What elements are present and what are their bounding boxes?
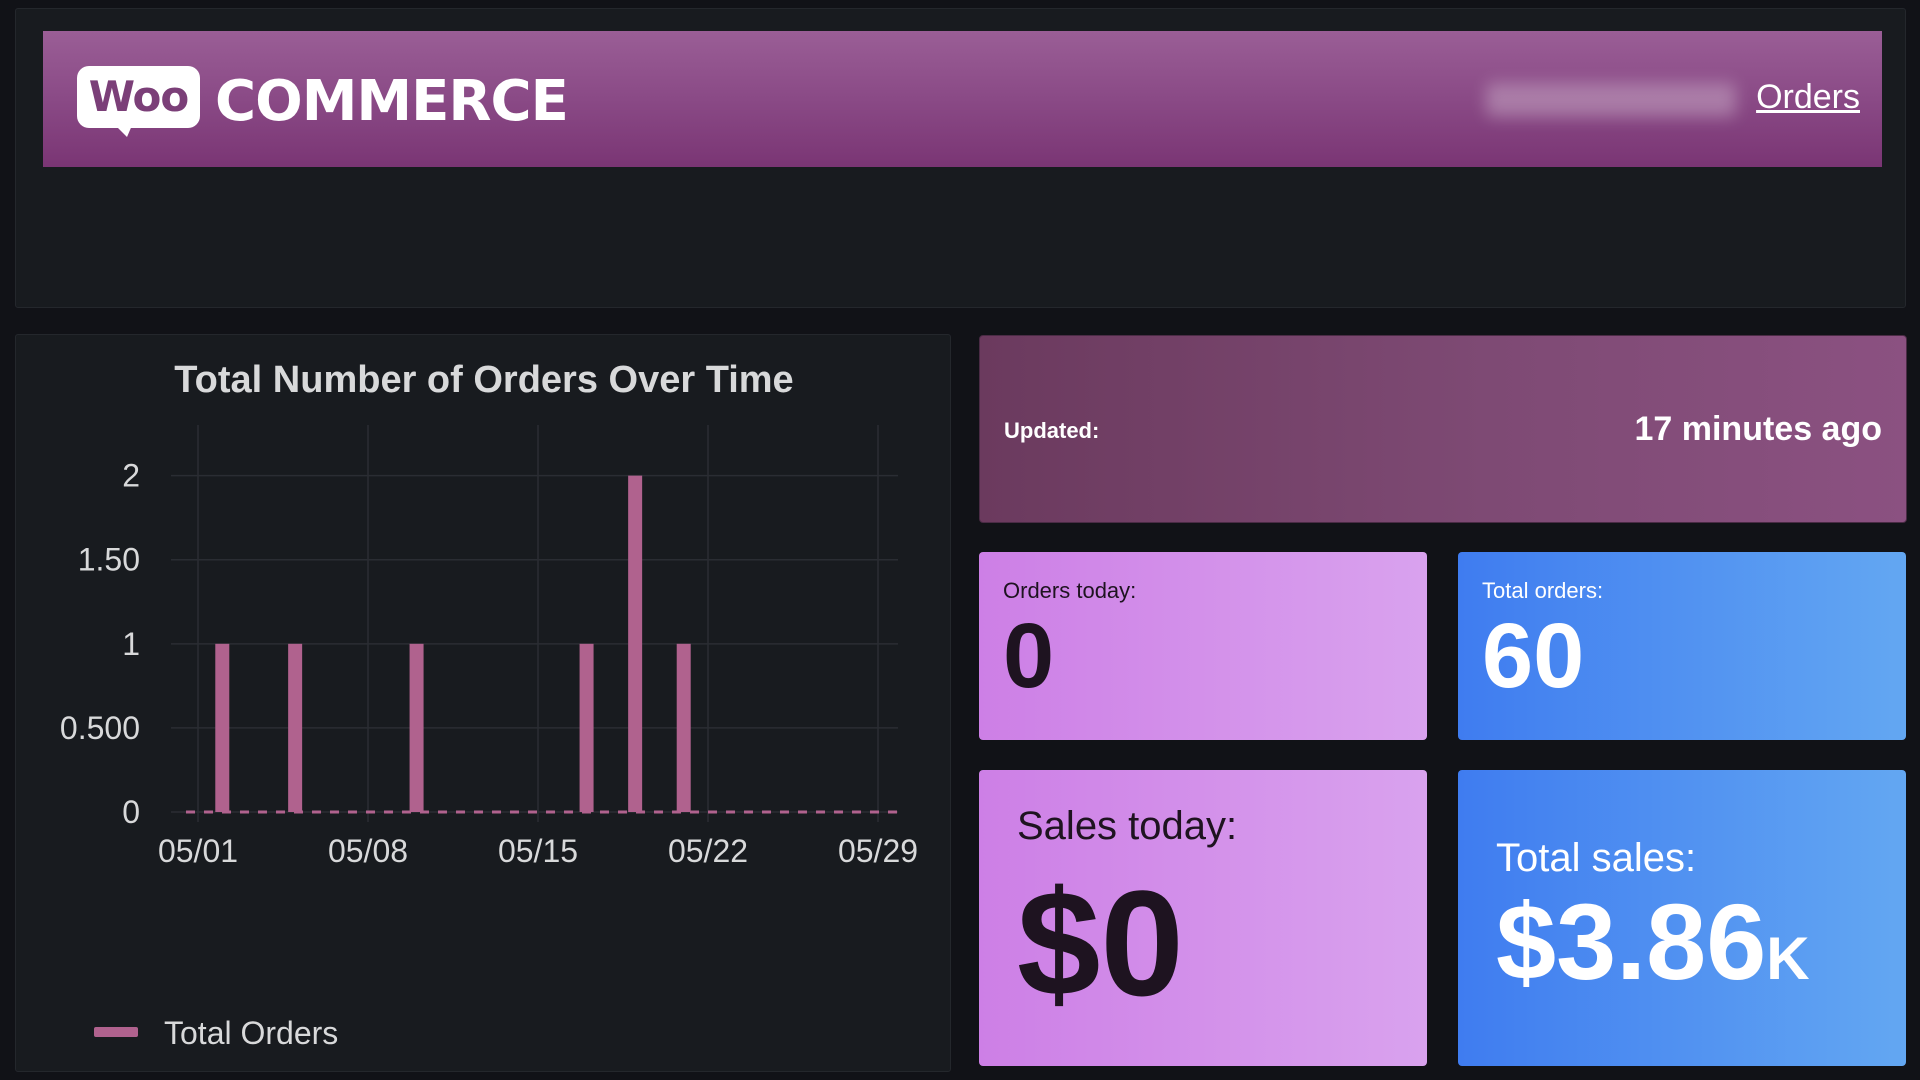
- x-tick-label: 05/08: [328, 833, 408, 869]
- woocommerce-banner: Woo COMMERCE Orders: [43, 31, 1882, 167]
- sales-today-label: Sales today:: [1017, 804, 1238, 848]
- updated-panel: Updated: 17 minutes ago: [979, 335, 1907, 523]
- y-tick-label: 0: [122, 794, 140, 830]
- legend-label-total-orders: Total Orders: [164, 1015, 339, 1051]
- orders-today-value: 0: [1003, 605, 1055, 707]
- x-tick-label: 05/15: [498, 833, 578, 869]
- y-tick-label: 0.500: [60, 710, 140, 746]
- bar: [628, 475, 643, 812]
- woo-logo-tail: [113, 123, 133, 137]
- y-tick-label: 2: [122, 458, 140, 494]
- woo-logo: Woo: [77, 66, 200, 128]
- header-panel: Woo COMMERCE Orders: [15, 8, 1906, 308]
- blurred-store-name: [1486, 83, 1736, 117]
- y-tick-label: 1: [122, 626, 140, 662]
- commerce-logo-text: COMMERCE: [215, 69, 569, 134]
- bar: [409, 643, 424, 812]
- orders-link[interactable]: Orders: [1756, 78, 1860, 116]
- x-tick-label: 05/29: [838, 833, 918, 869]
- sales-today-value: $0: [1017, 859, 1184, 1027]
- total-sales-value: $3.86K: [1496, 888, 1810, 996]
- legend-swatch-total-orders: [94, 1027, 138, 1037]
- total-sales-unit: K: [1766, 925, 1810, 992]
- bar: [288, 643, 303, 812]
- x-tick-label: 05/22: [668, 833, 748, 869]
- bar: [676, 643, 691, 812]
- sales-today-panel: Sales today: $0: [979, 770, 1427, 1066]
- orders-chart-panel: Total Number of Orders Over Time 0 0.500 1…: [15, 334, 951, 1072]
- total-orders-label: Total orders:: [1482, 578, 1604, 603]
- total-sales-panel: Total sales: $3.86K: [1458, 770, 1906, 1066]
- total-sales-label: Total sales:: [1496, 836, 1697, 880]
- chart-title: Total Number of Orders Over Time: [174, 359, 794, 401]
- total-orders-panel: Total orders: 60: [1458, 552, 1906, 740]
- updated-label: Updated:: [1004, 418, 1100, 443]
- bar: [215, 643, 230, 812]
- orders-today-panel: Orders today: 0: [979, 552, 1427, 740]
- updated-value: 17 minutes ago: [1634, 410, 1882, 448]
- total-sales-amount: $3.86: [1496, 881, 1767, 1002]
- orders-bar-chart: 0 0.500 1 1.50 2 05/01 05/08 05/15 05/22 05/29: [60, 425, 918, 869]
- total-orders-value: 60: [1482, 605, 1585, 707]
- x-tick-label: 05/01: [158, 833, 238, 869]
- bar: [579, 643, 594, 812]
- y-tick-label: 1.50: [78, 542, 140, 578]
- orders-today-label: Orders today:: [1003, 578, 1137, 603]
